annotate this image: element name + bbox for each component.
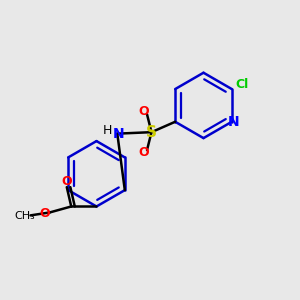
Text: N: N [227, 115, 239, 129]
Text: N: N [113, 127, 124, 141]
Text: O: O [139, 105, 149, 118]
Text: S: S [146, 125, 157, 140]
Text: H: H [103, 124, 112, 136]
Text: O: O [61, 175, 72, 188]
Text: O: O [139, 146, 149, 160]
Text: Cl: Cl [236, 78, 249, 91]
Text: O: O [39, 207, 50, 220]
Text: CH₃: CH₃ [14, 211, 35, 221]
